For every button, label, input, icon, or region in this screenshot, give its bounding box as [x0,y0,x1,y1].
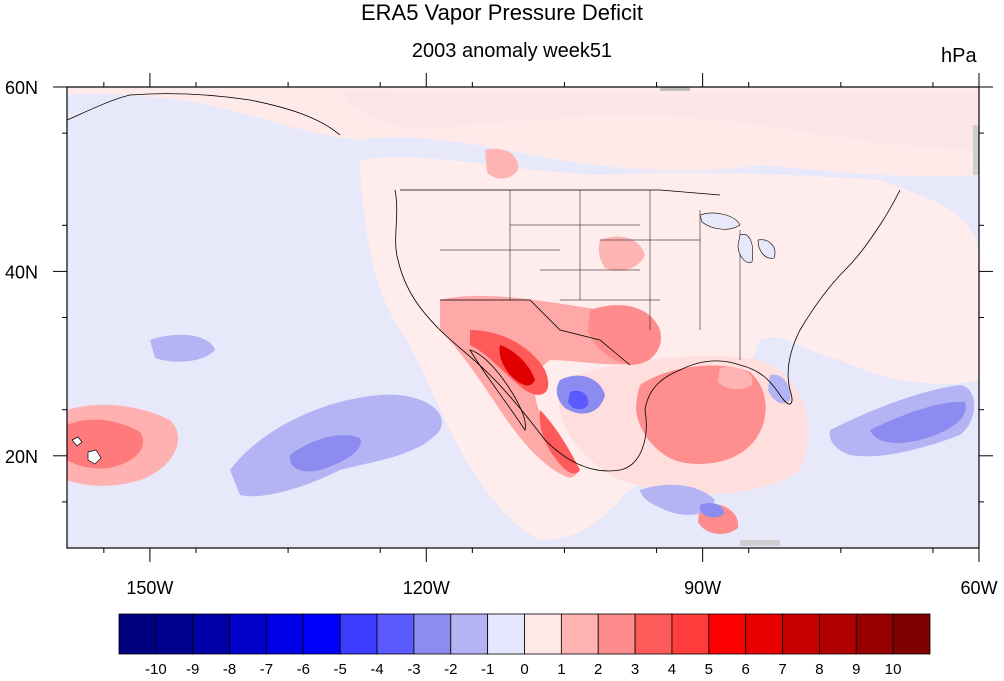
colorbar-label: 4 [668,661,676,678]
lon-label: 90W [684,578,721,598]
caribbean-negative-core [700,503,725,518]
texas-anomaly [588,305,661,365]
state-borders [440,190,741,360]
colorbar-box [450,613,489,655]
colorbar-label: 2 [594,661,602,678]
missing-data-strip-east [973,125,979,175]
colorbar-label: 0 [520,661,528,678]
colorbar-label: -3 [407,661,420,678]
colorbar-label: -2 [444,661,457,678]
sonora-core [499,345,535,386]
lon-label: 60W [960,578,997,598]
colorbar-box [266,613,304,655]
hawaii-anomaly [67,419,144,469]
colorbar-label: 1 [557,661,565,678]
colorbar-box [634,613,673,655]
gulf-anomaly [636,365,766,464]
units-label: hPa [941,45,977,67]
colorbar-label: 8 [815,661,823,678]
missing-data-strip-south [740,540,780,546]
colorbar-box [118,613,157,655]
lat-label: 60N [5,78,38,98]
colorbar-box [487,613,525,655]
plains-anomaly [598,236,645,271]
caribbean-negative-region [640,484,715,515]
colorbar-label: -7 [260,661,273,678]
colorbar-label: 5 [705,661,713,678]
colorbar-box [192,613,230,655]
colorbar-label: 10 [885,661,902,678]
colorbar-box [892,613,931,655]
pacific-negative-patch [150,334,215,362]
tick-layer: 150W 120W 90W 60W 60N 40N 20N [5,73,998,598]
colorbar-box [302,613,341,655]
alaska-coast [67,93,341,136]
colorbar-box [229,613,267,655]
florida-negative-region [768,374,791,404]
colorbar-label: 3 [631,661,639,678]
colorbar-box [745,613,783,655]
colorbar-label: 9 [852,661,860,678]
map-subtitle: 2003 anomaly week51 [411,40,613,62]
central-pacific-negative-core [289,435,361,472]
lake-michigan [737,234,753,263]
colorbar-box [855,613,894,655]
hawaii-islands [71,436,102,465]
colorbar-label: 7 [778,661,786,678]
map-title: ERA5 Vapor Pressure Deficit [360,0,644,25]
baja-california-coast [469,349,526,431]
lon-label: 120W [403,578,450,598]
colorbar-box [413,613,452,655]
colorbar-box [782,613,820,655]
lat-label: 40N [5,262,38,282]
colorbar-label: -6 [297,661,310,678]
gulf-east-anomaly [718,367,753,390]
lat-label: 20N [5,447,38,467]
colorbar-label: -5 [334,661,347,678]
us-mexico-border [440,299,631,366]
lake-huron [757,239,776,259]
colorbar-box [376,613,415,655]
colorbar-label: 6 [742,661,750,678]
coastlines [67,93,901,472]
atlantic-negative-core [870,401,966,443]
mexico-coast-anomaly [539,410,580,474]
great-lakes [699,212,776,263]
colorbar-label: -1 [481,661,494,678]
mexico-negative-core [568,390,589,410]
hawaii-island-1 [71,436,83,447]
continental-positive-region [360,157,979,540]
colorbar-label: -8 [223,661,236,678]
colorbar-box [708,613,747,655]
missing-data-strip [660,87,690,91]
colorbar: -10 -9 -8 -7 -6 -5 -4 -3 -2 -1 0 1 2 3 4 5 6 7 8 9 10 [118,613,931,678]
colorbar-box [155,613,194,655]
colorbar-box [597,613,636,655]
colorbar-box [524,613,562,655]
colorbar-label: -4 [370,661,383,678]
colorbar-label: -9 [186,661,199,678]
lake-superior [699,212,741,230]
colorbar-box [819,613,857,655]
colorbar-box [339,613,378,655]
colorbar-box [560,613,599,655]
us-canada-border [400,189,721,196]
northern-positive-region-2 [340,90,979,150]
colorbar-label: -10 [145,661,167,678]
map-field [67,87,979,548]
lon-label: 150W [126,578,173,598]
canada-anomaly [485,148,519,179]
hawaii-island-2 [87,449,102,465]
north-america-coast [394,189,901,472]
colorbar-box [671,613,710,655]
